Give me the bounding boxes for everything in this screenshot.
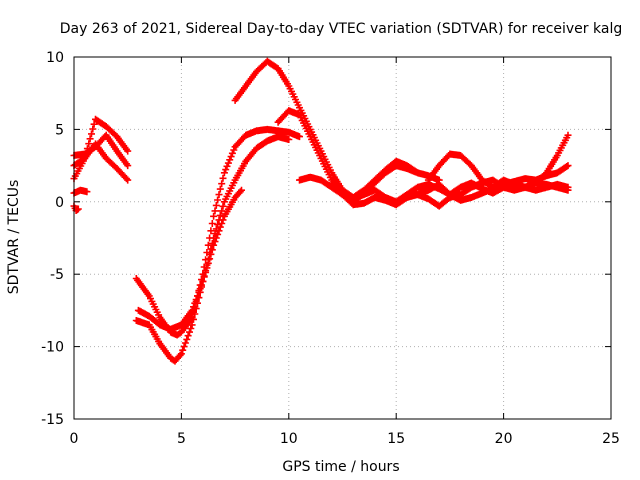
y-tick-label: -15 (41, 412, 64, 428)
series-track-14 (414, 162, 572, 204)
y-tick-label: -10 (41, 340, 64, 356)
series-track-8 (134, 186, 245, 333)
x-tick-label: 0 (70, 431, 79, 447)
y-tick-label: 10 (46, 50, 64, 66)
x-tick-label: 10 (280, 431, 298, 447)
data-points-track-8 (134, 186, 245, 333)
x-tick-label: 20 (495, 431, 513, 447)
axis-ticks: 0 5 10 15 20 25 -15 -10 -5 0 5 10 (41, 50, 620, 447)
y-tick-label: 5 (55, 122, 64, 138)
x-axis-label: GPS time / hours (282, 459, 399, 475)
x-tick-label: 15 (387, 431, 405, 447)
data-points-track-14 (414, 162, 572, 204)
grid (74, 57, 611, 419)
y-axis-label: SDTVAR / TECUs (6, 180, 22, 295)
plot-border (73, 56, 612, 420)
data-series (70, 57, 572, 365)
y-tick-label: 0 (55, 195, 64, 211)
x-tick-label: 25 (602, 431, 620, 447)
y-tick-label: -5 (50, 267, 64, 283)
chart-title: Day 263 of 2021, Sidereal Day-to-day VTE… (60, 21, 622, 37)
x-tick-label: 5 (177, 431, 186, 447)
